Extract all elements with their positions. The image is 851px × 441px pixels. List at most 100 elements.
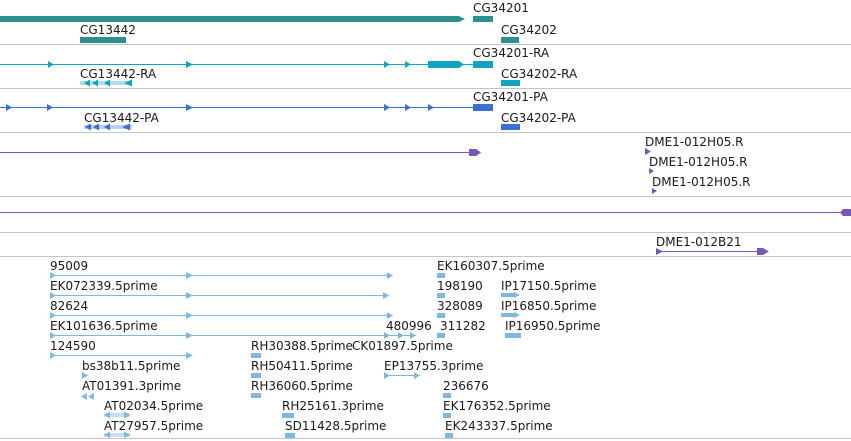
gene-feature-cg13442[interactable] — [0, 16, 465, 22]
gene-label[interactable]: CG34202 — [501, 23, 557, 37]
gene-label[interactable]: CG34201 — [473, 1, 529, 15]
cg13442-pa-exons[interactable] — [84, 123, 132, 131]
est-marker[interactable] — [82, 372, 88, 379]
est-marker[interactable] — [383, 292, 389, 299]
clone-end-marker[interactable] — [652, 188, 657, 194]
est-marker[interactable] — [88, 393, 94, 400]
transcript-exon-block[interactable] — [473, 104, 493, 111]
transcript-label[interactable]: CG34201-PA — [473, 90, 549, 104]
est-marker[interactable] — [81, 393, 87, 400]
clone-end-marker[interactable] — [645, 148, 651, 155]
est-label[interactable]: AT27957.5prime — [104, 419, 203, 433]
est-block[interactable] — [443, 413, 451, 418]
exon-marker[interactable] — [405, 104, 411, 111]
est-marker[interactable] — [124, 411, 130, 419]
est-block[interactable] — [251, 373, 261, 378]
clone-end-label[interactable]: DME1-012H05.R — [645, 135, 744, 149]
est-label[interactable]: RH50411.5prime — [251, 359, 353, 373]
est-block[interactable] — [437, 273, 445, 278]
exon-marker[interactable] — [6, 104, 12, 111]
est-label[interactable]: IP16950.5prime — [505, 319, 600, 333]
clone-end-label[interactable]: DME1-012H05.R — [652, 175, 751, 189]
est-marker[interactable] — [50, 332, 56, 339]
est-marker[interactable] — [514, 312, 520, 318]
est-marker[interactable] — [124, 431, 130, 439]
est-label[interactable]: bs38b11.5prime — [82, 359, 180, 373]
est-block[interactable] — [443, 393, 451, 398]
clone-end-label[interactable]: DME1-012H05.R — [649, 155, 748, 169]
est-label[interactable]: RH25161.3prime — [282, 399, 384, 413]
transcript-label[interactable]: CG13442-PA — [84, 111, 160, 125]
exon-marker[interactable] — [48, 61, 54, 68]
est-marker[interactable] — [104, 431, 110, 439]
clone-end-marker[interactable] — [840, 209, 851, 216]
est-marker[interactable] — [398, 332, 404, 339]
est-label[interactable]: AT02034.5prime — [104, 399, 203, 413]
exon-marker[interactable] — [186, 104, 193, 111]
est-marker[interactable] — [50, 272, 56, 279]
est-label[interactable]: 124590 — [50, 339, 96, 353]
est-marker[interactable] — [186, 272, 193, 279]
est-label[interactable]: 95009 — [50, 259, 88, 273]
exon-marker[interactable] — [428, 104, 434, 111]
est-label[interactable]: EK072339.5prime — [50, 279, 158, 293]
gene-label[interactable]: CG13442 — [80, 23, 136, 37]
transcript-exon-block[interactable] — [473, 61, 493, 68]
est-label[interactable]: EK101636.5prime — [50, 319, 158, 333]
est-block[interactable] — [104, 433, 130, 437]
est-marker[interactable] — [387, 312, 393, 319]
est-label[interactable]: SD11428.5prime — [285, 419, 386, 433]
gene-feature-cg34202[interactable] — [501, 37, 519, 43]
est-block[interactable] — [437, 313, 445, 318]
est-label[interactable]: EP13755.3prime — [384, 359, 483, 373]
clone-end-marker[interactable] — [469, 149, 481, 156]
est-block[interactable] — [501, 313, 515, 317]
est-block[interactable] — [437, 333, 445, 338]
est-label[interactable]: EK160307.5prime — [437, 259, 545, 273]
gene-feature-cg34201[interactable] — [473, 16, 493, 22]
est-label[interactable]: 82624 — [50, 299, 88, 313]
est-block[interactable] — [505, 333, 521, 338]
clone-end-marker[interactable] — [649, 168, 654, 174]
est-marker[interactable] — [387, 272, 393, 279]
est-label[interactable]: IP16850.5prime — [501, 299, 596, 313]
est-label[interactable]: 480996 — [386, 319, 432, 333]
exon-marker[interactable] — [384, 61, 390, 68]
transcript-exon-block[interactable] — [501, 80, 520, 86]
est-marker[interactable] — [50, 352, 56, 359]
est-label[interactable]: 198190 — [437, 279, 483, 293]
est-label[interactable]: RH30388.5prime — [251, 339, 353, 353]
clone-pair-label[interactable]: DME1-012B21 — [656, 235, 742, 249]
exon-marker[interactable] — [405, 61, 411, 68]
est-block[interactable] — [285, 433, 295, 438]
est-label[interactable]: 328089 — [437, 299, 483, 313]
est-marker[interactable] — [50, 312, 56, 319]
est-block[interactable] — [437, 293, 445, 298]
est-marker[interactable] — [186, 352, 193, 359]
transcript-exon-block[interactable] — [428, 61, 464, 68]
est-marker[interactable] — [414, 372, 420, 379]
transcript-label[interactable]: CG34201-RA — [473, 46, 550, 60]
est-label[interactable]: 311282 — [440, 319, 486, 333]
est-marker[interactable] — [384, 372, 390, 379]
est-block[interactable] — [282, 413, 294, 418]
est-marker[interactable] — [514, 292, 520, 298]
est-block[interactable] — [104, 413, 130, 417]
est-marker[interactable] — [104, 411, 110, 419]
est-marker[interactable] — [186, 312, 193, 319]
clone-end-marker[interactable] — [757, 248, 769, 255]
est-block[interactable] — [501, 293, 515, 297]
est-label[interactable]: EK176352.5prime — [443, 399, 551, 413]
est-marker[interactable] — [410, 332, 416, 339]
gene-feature-cg13442-small[interactable] — [80, 37, 126, 43]
transcript-label[interactable]: CG34202-PA — [501, 111, 577, 125]
est-label[interactable]: IP17150.5prime — [501, 279, 596, 293]
est-marker[interactable] — [384, 332, 390, 339]
exon-marker[interactable] — [186, 61, 193, 68]
clone-end-marker[interactable] — [656, 248, 663, 255]
est-marker[interactable] — [50, 292, 56, 299]
exon-marker[interactable] — [384, 104, 390, 111]
est-label[interactable]: CK01897.5prime — [352, 339, 453, 353]
est-label[interactable]: EK243337.5prime — [445, 419, 553, 433]
cg13442-ra-exons[interactable] — [80, 79, 132, 87]
